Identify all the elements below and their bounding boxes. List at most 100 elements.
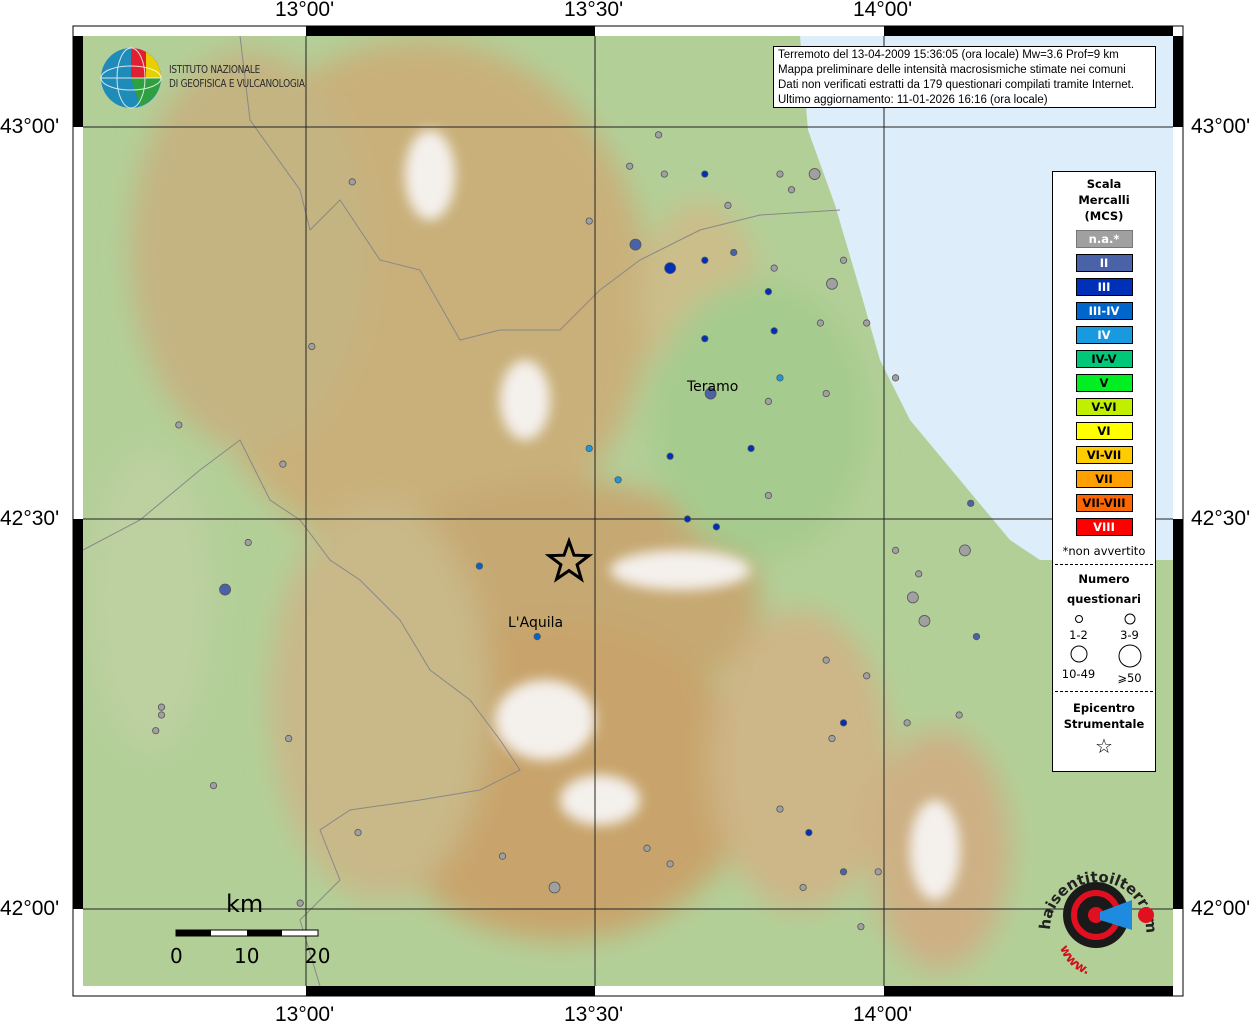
intensity-point <box>839 868 848 876</box>
intensity-point <box>863 672 871 680</box>
scale-tick: 20 <box>305 944 331 968</box>
intensity-point <box>664 262 677 275</box>
intensity-point <box>279 460 287 468</box>
intensity-point <box>548 881 561 894</box>
intensity-point <box>764 491 773 500</box>
intensity-point <box>822 389 830 398</box>
intensity-point <box>907 591 919 604</box>
intensity-point <box>787 186 796 194</box>
epicenter-title-line: Epicentro <box>1073 701 1135 715</box>
intensity-point <box>959 544 971 557</box>
count-size-label: 3-9 <box>1120 628 1139 642</box>
intensity-point <box>296 899 304 907</box>
intensity-point <box>285 734 293 743</box>
intensity-point <box>776 805 784 813</box>
intensity-point <box>891 546 900 554</box>
city-label-teramo: Teramo <box>687 379 739 395</box>
intensity-point <box>730 248 738 257</box>
data-disclaimer: Dati non verificati estratti da 179 ques… <box>778 79 1135 91</box>
count-sizes: 1-2 3-9 10-49 ⩾50 <box>1053 611 1155 685</box>
lon-tick-top: 13°00' <box>275 0 335 21</box>
epicenter-star-icon <box>544 536 594 583</box>
lon-tick-bottom: 13°30' <box>564 1003 624 1026</box>
legend-swatch-v-vi: V-VI <box>1075 398 1133 416</box>
intensity-point <box>175 421 183 429</box>
intensity-points <box>152 131 981 931</box>
intensity-point <box>219 583 231 596</box>
intensity-point <box>891 374 900 382</box>
legend-swatch-iii: III <box>1075 278 1133 296</box>
lon-tick-bottom: 13°00' <box>275 1003 335 1026</box>
intensity-point <box>533 632 541 641</box>
scale-bar <box>175 929 319 937</box>
legend-title-line: Scala <box>1086 177 1122 191</box>
intensity-point <box>857 923 865 931</box>
legend-swatch-iii-iv: III-IV <box>1075 302 1133 320</box>
ingv-name-line2: DI GEOFISICA E VULCANOLOGIA <box>169 78 305 90</box>
count-size-3-9: 3-9 <box>1104 611 1155 642</box>
legend-swatches: n.a.* II III III-IV IV IV-V V V-VI VI VI-VII VII VI… <box>1053 230 1155 536</box>
intensity-point <box>903 719 911 727</box>
divider <box>1055 691 1153 692</box>
intensity-point <box>764 397 773 405</box>
intensity-point <box>157 711 166 719</box>
city-label-laquila: L'Aquila <box>508 615 564 631</box>
intensity-point <box>704 387 717 400</box>
legend-swatch-vi-vii: VI-VII <box>1075 446 1133 464</box>
epicenter-legend-star-icon: ☆ <box>1095 734 1113 758</box>
intensity-point <box>701 256 709 264</box>
intensity-point <box>157 703 166 711</box>
intensity-point <box>839 256 848 264</box>
lon-tick-bottom: 14°00' <box>853 1003 913 1026</box>
intensity-point <box>654 131 663 139</box>
intensity-point <box>747 444 755 453</box>
ingv-name-line1: ISTITUTO NAZIONALE <box>169 64 261 76</box>
legend-swatch-v: V <box>1075 374 1133 392</box>
intensity-point <box>152 727 160 735</box>
legend-note: *non avvertito <box>1062 544 1146 558</box>
count-title-line: Numero <box>1078 572 1130 586</box>
epicenter-title: Epicentro Strumentale <box>1053 700 1155 732</box>
intensity-point <box>701 170 709 178</box>
intensity-point <box>776 170 784 178</box>
intensity-point <box>643 844 651 852</box>
count-size-50-plus: ⩾50 <box>1104 644 1155 685</box>
lat-tick-right: 42°00' <box>1191 897 1251 920</box>
count-size-1-2: 1-2 <box>1053 611 1104 642</box>
legend-swatch-iv: IV <box>1075 326 1133 344</box>
epicenter-title-line: Strumentale <box>1063 717 1145 731</box>
frame-ticks <box>73 26 1183 996</box>
lon-tick-top: 14°00' <box>853 0 913 21</box>
graticule <box>83 36 1173 986</box>
lon-tick-top: 13°30' <box>564 0 624 21</box>
count-title-line: questionari <box>1067 592 1141 606</box>
ingv-logo-text: ISTITUTO NAZIONALE DI GEOFISICA E VULCAN… <box>169 63 305 91</box>
lat-tick-right: 42°30' <box>1191 507 1251 530</box>
intensity-point <box>764 288 773 296</box>
lat-tick-left: 42°30' <box>0 507 60 530</box>
legend-title: Scala Mercalli (MCS) <box>1053 176 1155 224</box>
intensity-point <box>498 852 507 860</box>
intensity-point <box>308 342 316 351</box>
legend-title-line: (MCS) <box>1084 209 1124 223</box>
intensity-point <box>955 711 963 719</box>
intensity-point <box>770 264 778 272</box>
intensity-point <box>626 162 634 170</box>
scale-unit: km <box>226 890 264 918</box>
count-size-label: 10-49 <box>1061 667 1096 681</box>
intensity-point <box>826 277 838 290</box>
legend-swatch-vi: VI <box>1075 422 1133 440</box>
intensity-point <box>629 238 642 251</box>
ingv-logo-globe <box>100 47 162 109</box>
terrain: haisentitoilterremoto.it www. <box>83 36 1173 986</box>
intensity-point <box>666 452 674 460</box>
intensity-point <box>808 168 821 180</box>
intensity-point <box>683 515 692 523</box>
legend-swatch-ii: II <box>1075 254 1133 272</box>
intensity-point <box>839 719 848 727</box>
count-title: Numero questionari <box>1053 569 1155 609</box>
intensity-point <box>724 201 732 209</box>
legend-title-line: Mercalli <box>1078 193 1130 207</box>
divider <box>1055 564 1153 565</box>
intensity-point <box>972 632 981 641</box>
